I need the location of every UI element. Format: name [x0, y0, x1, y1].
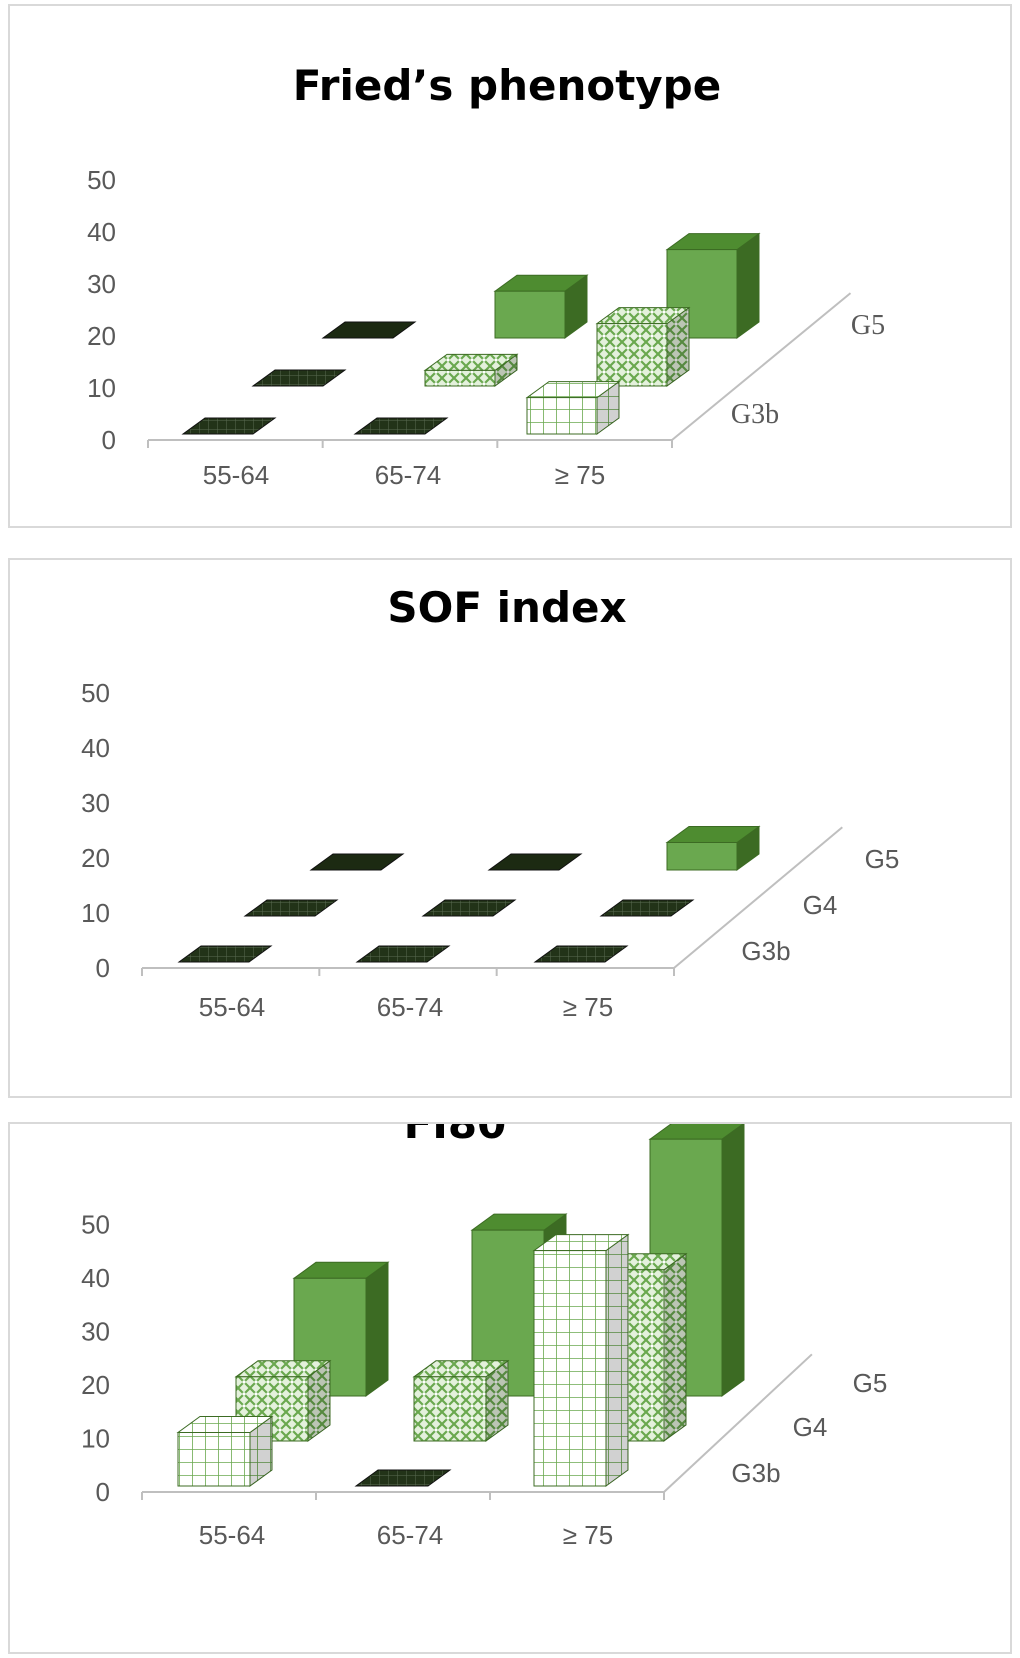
y-tick-label: 10 — [81, 1424, 110, 1454]
cat-55-64-label: 55-64 — [199, 1520, 266, 1550]
bar-g5-cat-75-plus — [665, 825, 761, 871]
series-axis-label: G3b — [731, 1458, 780, 1488]
chart-title: Fried’s phenotype — [293, 61, 721, 110]
depth-axis-line — [673, 826, 843, 969]
bar-g3b-cat-75-plus — [533, 945, 629, 963]
y-tick-label: 40 — [87, 217, 116, 247]
y-tick-label: 30 — [81, 1317, 110, 1347]
cat-65-74-label: 65-74 — [377, 1520, 444, 1550]
chart-panel-fried: Fried’s phenotype 0 10 20 30 40 50 55-64 65-74 ≥ … — [8, 4, 1012, 528]
y-tick-label: 20 — [81, 843, 110, 873]
cat-75-plus-label: ≥ 75 — [563, 1520, 613, 1550]
chart-title: SOF index — [387, 583, 626, 632]
bar-series-2-cat-55-64 — [321, 321, 417, 339]
y-tick-label: 40 — [81, 1263, 110, 1293]
y-tick-label: 10 — [87, 373, 116, 403]
bar-g3b-cat-55-64 — [176, 1415, 274, 1487]
bar-series-0-cat-65-74 — [353, 417, 449, 435]
y-tick-label: 0 — [96, 1477, 110, 1507]
bar-g3b-cat-65-74 — [355, 945, 451, 963]
depth-axis-line — [663, 1353, 813, 1493]
bar-g5-cat-55-64 — [292, 1261, 390, 1397]
cat-75-plus-label: ≥ 75 — [563, 992, 613, 1022]
bar-series-0-cat-55-64 — [181, 417, 277, 435]
y-tick-label: 10 — [81, 898, 110, 928]
series-axis-label: G5 — [865, 844, 900, 874]
chart-panel-fi80: FI80 0 10 20 30 40 50 55-64 65-74 ≥ 75 G5 G4 G3b — [8, 1122, 1012, 1654]
bar-series-0-cat-75-plus — [525, 380, 621, 435]
cat-55-64-label: 55-64 — [199, 992, 266, 1022]
y-tick-label: 30 — [87, 269, 116, 299]
bar-series-1-cat-55-64 — [251, 369, 347, 387]
y-tick-label: 30 — [81, 788, 110, 818]
cat-75-plus-label: ≥ 75 — [555, 460, 605, 490]
chart-fi80: FI80 0 10 20 30 40 50 55-64 65-74 ≥ 75 G5 G4 G3b — [81, 1124, 888, 1550]
series-axis-label: G5 — [851, 310, 885, 341]
bar-g4-cat-65-74 — [421, 899, 517, 917]
y-tick-label: 20 — [87, 321, 116, 351]
y-tick-label: 50 — [87, 165, 116, 195]
series-axis-label: G4 — [793, 1412, 828, 1442]
bar-g3b-cat-55-64 — [177, 945, 273, 963]
bar-g3b-cat-65-74 — [354, 1469, 452, 1487]
series-axis-label: G4 — [803, 890, 838, 920]
bar-g4-cat-75-plus — [599, 899, 695, 917]
depth-axis-line — [671, 292, 852, 441]
chart-title: FI80 — [404, 1124, 507, 1148]
series-axis-label: G3b — [731, 399, 779, 430]
bar-g5-cat-65-74 — [487, 853, 583, 871]
series-axis-label: G3b — [741, 936, 790, 966]
chart-panel-sof: SOF index 0 10 20 30 40 50 55-64 65-74 ≥ 75 G5 G4 G3… — [8, 558, 1012, 1098]
series-axis-label: G5 — [853, 1368, 888, 1398]
cat-55-64-label: 55-64 — [203, 460, 270, 490]
y-tick-label: 50 — [81, 1210, 110, 1240]
bar-series-1-cat-65-74 — [423, 353, 519, 387]
bar-series-2-cat-65-74 — [493, 274, 589, 339]
y-tick-label: 0 — [102, 425, 116, 455]
y-tick-label: 20 — [81, 1370, 110, 1400]
bar-g4-cat-55-64 — [243, 899, 339, 917]
cat-65-74-label: 65-74 — [377, 992, 444, 1022]
chart-sof-index: SOF index 0 10 20 30 40 50 55-64 65-74 ≥ 75 G5 G4 G3… — [81, 583, 900, 1022]
bar-g5-cat-55-64 — [309, 853, 405, 871]
y-tick-label: 40 — [81, 733, 110, 763]
bar-g3b-cat-75-plus — [532, 1233, 630, 1487]
cat-65-74-label: 65-74 — [375, 460, 442, 490]
chart-fried-phenotype: Fried’s phenotype 0 10 20 30 40 50 55-64 65-74 ≥ … — [87, 61, 885, 490]
y-tick-label: 0 — [96, 953, 110, 983]
bar-g4-cat-65-74 — [412, 1359, 510, 1442]
y-tick-label: 50 — [81, 678, 110, 708]
bar-series-1-cat-75-plus — [595, 306, 691, 387]
